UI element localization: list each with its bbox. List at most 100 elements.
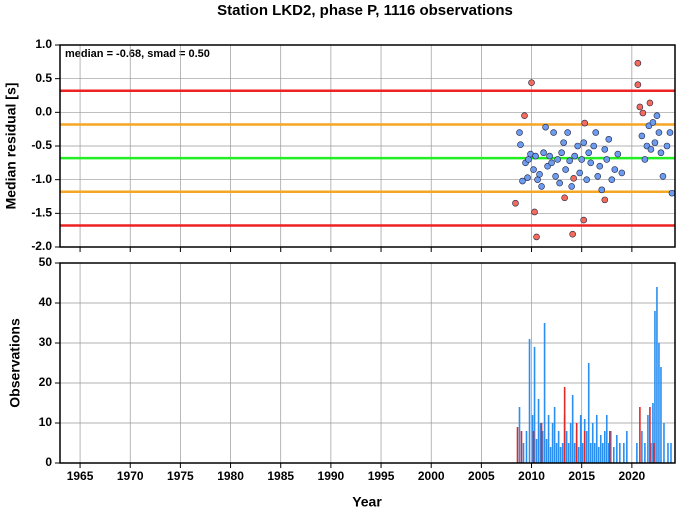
point	[561, 194, 568, 202]
point	[641, 156, 649, 163]
point	[542, 123, 549, 131]
x-tick-label: 2005	[468, 469, 495, 483]
bar	[522, 443, 525, 463]
y-axis-label: Median residual [s]	[3, 83, 19, 210]
point	[590, 142, 598, 150]
point	[636, 103, 644, 111]
point	[517, 141, 524, 148]
bar	[653, 443, 655, 463]
point	[524, 174, 531, 181]
bar	[561, 443, 564, 463]
bar	[545, 439, 548, 463]
bar	[531, 415, 534, 463]
bar	[557, 431, 560, 463]
x-tick-label: 1990	[318, 469, 345, 483]
point	[663, 142, 671, 150]
bar	[644, 443, 646, 463]
bar	[593, 443, 596, 463]
bar	[597, 447, 600, 463]
point	[564, 129, 571, 136]
x-tick-label: 1965	[67, 469, 94, 483]
point	[614, 150, 622, 158]
plot-frame	[59, 44, 676, 248]
bar	[573, 443, 576, 463]
x-tick-label: 2010	[518, 469, 545, 483]
bar	[670, 443, 672, 463]
bar	[535, 439, 538, 463]
bar	[567, 443, 570, 463]
point	[587, 159, 595, 167]
point	[538, 183, 545, 190]
point	[601, 196, 609, 204]
bar	[553, 407, 556, 463]
y-tick-label: -1.0	[31, 172, 52, 186]
bar	[607, 443, 610, 463]
point	[560, 139, 567, 146]
point	[554, 156, 561, 163]
point	[530, 166, 537, 173]
point	[516, 129, 523, 136]
bar	[605, 415, 608, 463]
bar	[583, 431, 586, 463]
point	[596, 162, 604, 170]
point	[574, 142, 581, 150]
point	[659, 173, 667, 180]
x-tick-label: 1980	[217, 469, 244, 483]
bar	[660, 367, 662, 463]
y-tick-label: 1.0	[35, 37, 52, 51]
y-tick-label: -1.5	[31, 206, 52, 220]
bar	[540, 423, 543, 463]
bar	[647, 415, 649, 463]
bar	[547, 415, 550, 463]
bar	[555, 443, 558, 463]
point	[666, 129, 674, 136]
point	[605, 135, 613, 143]
point	[580, 216, 588, 224]
bar	[543, 323, 546, 463]
point	[548, 159, 555, 167]
point	[634, 81, 642, 89]
point	[668, 189, 676, 197]
bar	[656, 287, 658, 463]
y-tick-label: 10	[39, 415, 53, 429]
plot-frame	[59, 262, 676, 464]
bar	[599, 435, 602, 463]
point	[592, 129, 600, 136]
point	[571, 152, 578, 160]
bar	[663, 423, 665, 463]
point	[533, 233, 540, 241]
point	[581, 119, 589, 127]
point	[570, 175, 577, 182]
point	[546, 152, 553, 160]
bar	[579, 415, 582, 463]
y-tick-label: 50	[39, 255, 53, 269]
point	[578, 156, 585, 163]
bar	[667, 443, 669, 463]
y-tick-label: 0.0	[35, 105, 52, 119]
bar	[608, 431, 611, 463]
bar	[613, 447, 615, 463]
bar	[639, 407, 641, 463]
bar	[649, 407, 651, 463]
y-tick-label: 30	[39, 335, 53, 349]
x-axis-label: Year	[352, 494, 382, 510]
point	[594, 173, 602, 180]
bar	[528, 339, 531, 463]
bar	[591, 423, 594, 463]
x-tick-label: 2015	[568, 469, 595, 483]
bar	[587, 363, 590, 463]
point	[583, 176, 591, 183]
point	[540, 149, 547, 157]
point	[598, 186, 606, 194]
point	[647, 146, 655, 153]
bar	[641, 431, 643, 463]
point	[653, 112, 661, 119]
point	[601, 146, 609, 153]
point	[576, 169, 583, 177]
x-tick-label: 1970	[117, 469, 144, 483]
bar	[537, 399, 540, 463]
point	[550, 129, 557, 136]
point	[608, 176, 616, 183]
bar	[585, 431, 588, 463]
